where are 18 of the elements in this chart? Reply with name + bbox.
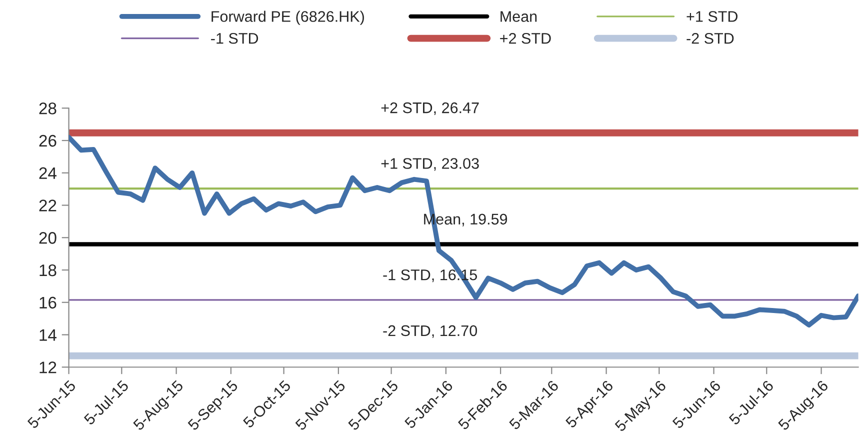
y-tick-label: 12	[40, 362, 56, 374]
y-tick-label: 26	[39, 134, 56, 147]
y-tick-label: 16	[40, 296, 56, 309]
y-tick-label: 20	[39, 232, 56, 244]
y-tick-label: 28	[39, 102, 56, 114]
y-tick-label: 14	[40, 329, 57, 341]
legend-label: Forward PE (6826.HK)	[212, 10, 364, 25]
legend-label: +1 STD	[686, 11, 738, 22]
legend-label: -2 STD	[686, 32, 734, 44]
y-tick-label: 18	[40, 264, 56, 276]
annotation: +2 STD, 26.47	[381, 102, 479, 116]
y-tick-label: 24	[39, 167, 57, 179]
legend-label: Mean	[500, 11, 537, 22]
y-tick-label: 22	[39, 200, 56, 212]
annotation: +1 STD, 23.03	[381, 158, 479, 171]
annotation: -2 STD, 12.70	[383, 325, 478, 338]
legend-label: +2 STD	[500, 32, 551, 44]
legend-label: -1 STD	[211, 32, 258, 44]
